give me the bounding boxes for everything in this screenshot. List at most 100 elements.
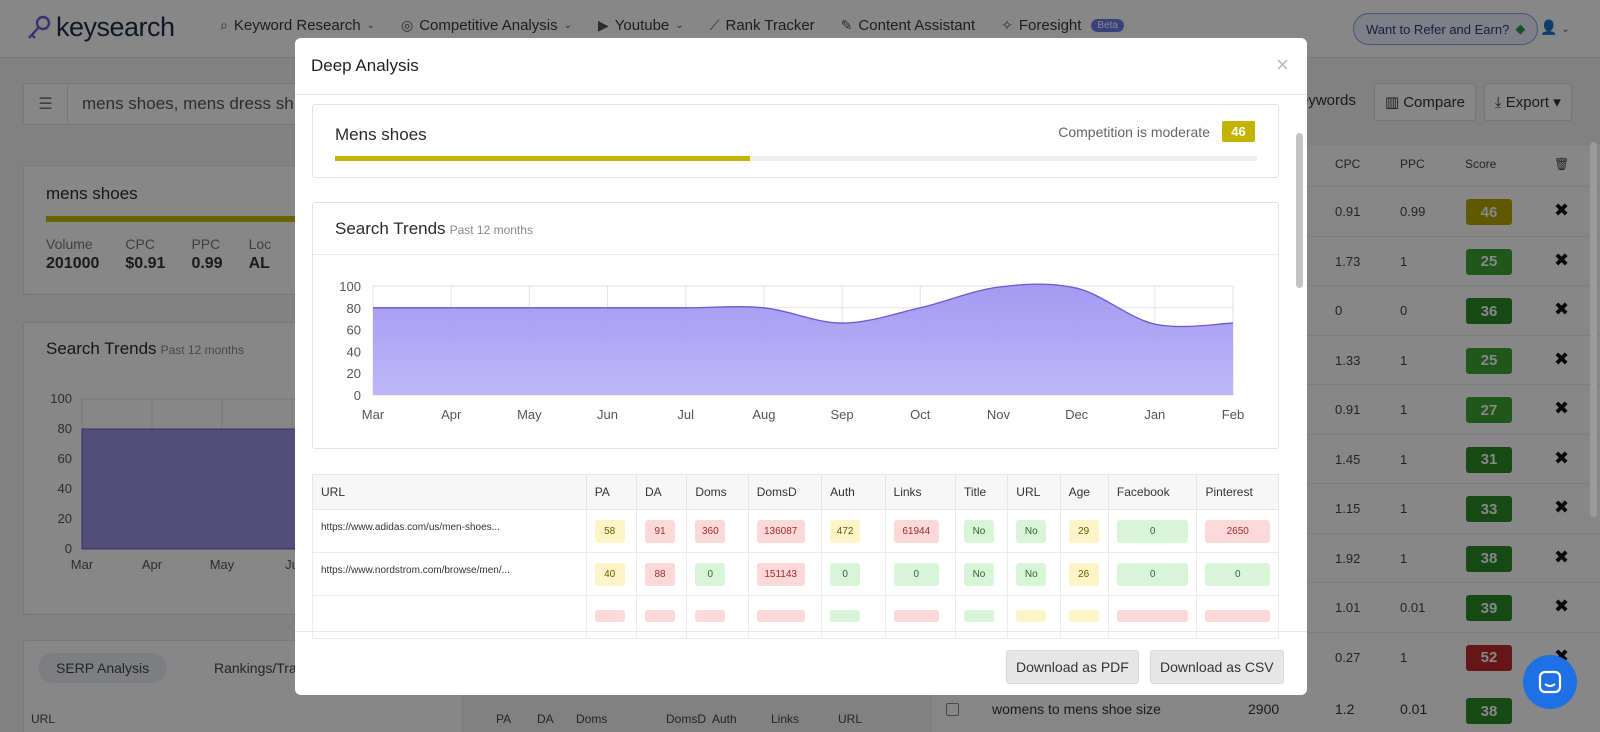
row-url[interactable]: https://www.adidas.com/us/men-shoes... (312, 509, 587, 553)
y-tick-label: 20 (347, 366, 361, 381)
x-tick-label: Dec (1065, 407, 1089, 422)
metric-cell: 136087 (747, 509, 823, 553)
remove-icon[interactable]: ✖ (1554, 447, 1570, 468)
row-score: 38 (1466, 545, 1512, 572)
remove-icon[interactable]: ✖ (1554, 596, 1570, 616)
metric-cell: 0 (1196, 552, 1279, 596)
table-row[interactable]: womens to mens shoe size 2900 1.2 0.01 3… (932, 693, 1600, 732)
col-links[interactable]: Links (884, 474, 956, 510)
search-input[interactable]: mens shoes, mens dress sh (82, 94, 294, 113)
row-score: 31 (1466, 446, 1512, 473)
nav-item-label: Rank Tracker (725, 17, 815, 34)
modal-header: Deep Analysis × (295, 38, 1307, 95)
remove-icon[interactable]: ✖ (1554, 249, 1570, 270)
remove-icon[interactable]: ✖ (1554, 348, 1570, 369)
row-ppc: 0.01 (1400, 701, 1428, 717)
row-url[interactable]: https://www.nordstrom.com/browse/men/... (312, 552, 587, 596)
metric-badge: 58 (594, 519, 625, 543)
stat-label: Volume (46, 236, 93, 252)
modal-scrollbar[interactable] (1296, 133, 1303, 288)
search-icon: ⌕ (220, 17, 228, 33)
col-facebook[interactable]: Facebook (1107, 474, 1198, 510)
row-ppc: 1 (1400, 649, 1408, 665)
trash-icon[interactable]: 🗑 (1554, 157, 1570, 171)
remove-icon[interactable]: ✖ (1554, 546, 1570, 567)
row-cpc: 1.01 (1335, 600, 1361, 615)
y-tick-label: 60 (58, 451, 72, 466)
metric-badge (645, 609, 675, 622)
keyword-stats: Volume 201000 CPC $0.91 PPC 0.99 Loc AL (46, 236, 271, 273)
row-cpc: 1.92 (1335, 550, 1361, 566)
metric-badge: 2650 (1205, 519, 1270, 543)
user-menu[interactable]: 👤 ⌄ (1540, 19, 1570, 36)
col-url[interactable]: URL (312, 474, 587, 510)
row-ppc: 1 (1400, 352, 1408, 368)
y-tick-label: 60 (347, 323, 361, 338)
row-checkbox[interactable] (946, 703, 959, 716)
y-tick-label: 40 (347, 344, 361, 359)
col-da[interactable]: DA (635, 474, 688, 510)
nav-item-content-assistant[interactable]: ✎ Content Assistant (841, 17, 975, 34)
keywords-button[interactable]: eywords (1300, 92, 1356, 109)
chat-launcher-button[interactable] (1523, 655, 1577, 709)
search-trends-chart: 0 20 40 60 80 100 Mar Apr May Jun Jul Aug Sep Oct Nov D… (339, 279, 1244, 422)
metric-cell: 0 (1107, 509, 1198, 553)
metric-cell: 29 (1059, 509, 1109, 553)
row-ppc: 1 (1400, 402, 1408, 417)
nav-item-keyword-research[interactable]: ⌕ Keyword Research ⌄ (220, 17, 375, 34)
col-url[interactable]: URL (1007, 474, 1061, 510)
x-tick-label: Mar (362, 407, 385, 422)
metric-badge: 0 (830, 562, 861, 586)
row-ppc: 0.99 (1400, 204, 1426, 219)
y-tick-label: 80 (347, 301, 361, 316)
refer-button[interactable]: Want to Refer and Earn? ◆ (1353, 13, 1539, 45)
nav-item-competitive-analysis[interactable]: ◎ Competitive Analysis ⌄ (401, 17, 572, 34)
nav-item-youtube[interactable]: ▶ Youtube ⌄ (598, 17, 684, 34)
brand-name: keysearch (56, 12, 175, 42)
metric-badge (1016, 609, 1047, 622)
metric-cell: No (1007, 552, 1061, 596)
metric-badge (1205, 609, 1270, 622)
list-icon[interactable]: ☰ (24, 84, 68, 124)
nav-item-foresight[interactable]: ✧ Foresight Beta (1001, 17, 1124, 34)
metric-badge (1116, 609, 1189, 622)
row-cpc: 0.91 (1335, 402, 1361, 417)
metric-badge: 360 (695, 519, 726, 543)
tab-rankings-traffic[interactable]: Rankings/Traffic (214, 660, 315, 676)
col-pinterest[interactable]: Pinterest (1196, 474, 1279, 510)
download-pdf-button[interactable]: Download as PDF (1006, 650, 1139, 684)
download-csv-button[interactable]: Download as CSV (1150, 650, 1284, 684)
col-title[interactable]: Title (954, 474, 1009, 510)
brand-logo[interactable]: keysearch (26, 12, 175, 43)
col-doms[interactable]: Doms (686, 474, 749, 510)
remove-icon[interactable]: ✖ (1554, 200, 1570, 220)
tab-serp-analysis[interactable]: SERP Analysis (38, 653, 168, 683)
remove-icon[interactable]: ✖ (1554, 497, 1570, 517)
key-icon (28, 15, 51, 39)
remove-icon[interactable]: ✖ (1554, 398, 1570, 418)
row-cpc: 1.2 (1335, 701, 1355, 717)
page-scrollbar[interactable] (1590, 142, 1597, 517)
col-auth[interactable]: Auth (821, 474, 886, 510)
table-row: https://www.adidas.com/us/men-shoes... 58… (312, 509, 1279, 553)
metric-cell: 0 (884, 552, 956, 596)
x-tick-label: May (210, 557, 235, 572)
col-header: DomsD (666, 712, 707, 726)
compare-button[interactable]: ▥ Compare (1373, 83, 1476, 121)
col-pa[interactable]: PA (585, 474, 638, 510)
modal-title: Deep Analysis (311, 56, 419, 75)
modal-footer: Download as PDF Download as CSV (295, 631, 1307, 695)
x-tick-label: Oct (910, 407, 931, 422)
y-tick-label: 100 (339, 279, 361, 294)
remove-icon[interactable]: ✖ (1554, 299, 1570, 319)
col-domsd[interactable]: DomsD (747, 474, 823, 510)
nav-item-rank-tracker[interactable]: ⟋ Rank Tracker (710, 17, 815, 34)
deep-analysis-modal: Deep Analysis × Mens shoes Competition i… (295, 38, 1307, 695)
col-age[interactable]: Age (1059, 474, 1109, 510)
export-button[interactable]: ⤓ Export ▾ (1483, 83, 1572, 121)
chat-icon (1538, 670, 1562, 694)
difficulty-bar (46, 216, 306, 222)
metric-cell: 0 (821, 552, 886, 596)
close-icon[interactable]: × (1276, 52, 1289, 77)
youtube-icon: ▶ (597, 17, 609, 33)
